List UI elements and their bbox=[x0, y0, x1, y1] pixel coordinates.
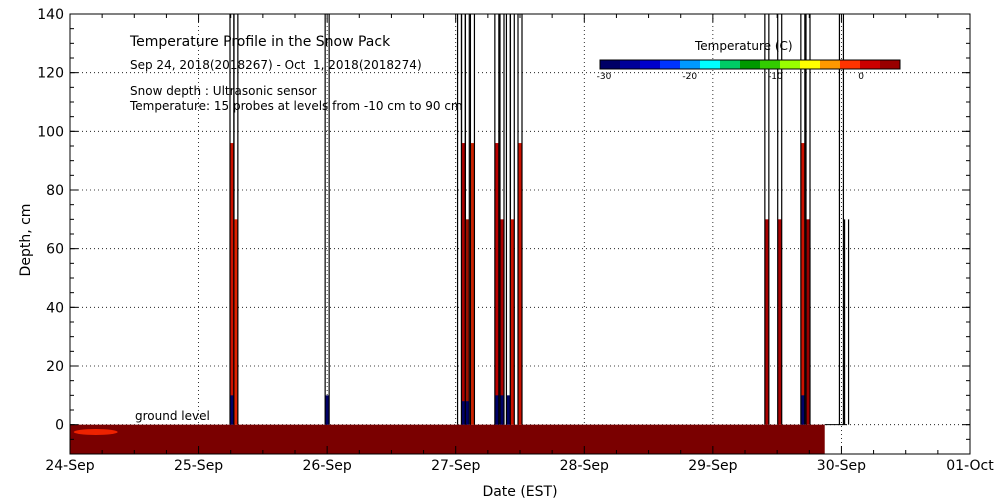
y-tick-label: 60 bbox=[46, 242, 64, 258]
spike-fill bbox=[518, 143, 522, 425]
chart-title: Temperature Profile in the Snow Pack bbox=[129, 34, 391, 50]
colorbar-swatch bbox=[640, 60, 661, 69]
x-tick-label: 01-Oct bbox=[946, 458, 994, 474]
colorbar-ticks: -30 -20 -10 0 bbox=[597, 72, 865, 82]
colorbar-swatch bbox=[720, 60, 741, 69]
colorbar-tick-label: -30 bbox=[597, 72, 612, 82]
colorbar-title: Temperature (C) bbox=[694, 39, 793, 53]
colorbar-swatch bbox=[800, 60, 821, 69]
spike-fill bbox=[510, 219, 515, 425]
colorbar-tick-label: -10 bbox=[768, 72, 783, 82]
x-axis-label: Date (EST) bbox=[482, 484, 557, 500]
spike-fill bbox=[777, 219, 782, 425]
x-tick-label: 30-Sep bbox=[817, 458, 866, 474]
spike-cold bbox=[465, 401, 470, 425]
y-tick-label: 40 bbox=[46, 300, 64, 316]
note-temperature: Temperature: 15 probes at levels from -1… bbox=[129, 99, 463, 113]
warm-patch bbox=[73, 429, 118, 435]
spike-fill bbox=[465, 219, 470, 425]
spike-fill bbox=[764, 219, 769, 425]
colorbar-swatch bbox=[700, 60, 721, 69]
spike-cold bbox=[500, 395, 504, 425]
spike-cold bbox=[506, 395, 511, 425]
x-tick-label: 28-Sep bbox=[560, 458, 609, 474]
spike-fill bbox=[800, 143, 805, 425]
spike-cold bbox=[800, 395, 805, 425]
y-tick-label: 100 bbox=[37, 124, 64, 140]
x-tick-label: 24-Sep bbox=[45, 458, 94, 474]
snow-depth-spikes bbox=[229, 14, 850, 425]
spike-fill bbox=[230, 143, 234, 425]
spike-fill bbox=[470, 143, 475, 425]
colorbar-swatch bbox=[760, 60, 781, 69]
colorbar-swatch bbox=[880, 60, 901, 69]
note-snow-depth: Snow depth : Ultrasonic sensor bbox=[130, 84, 317, 98]
spike-fill bbox=[806, 219, 810, 425]
y-tick-label: 140 bbox=[37, 7, 64, 23]
x-tick-label: 26-Sep bbox=[303, 458, 352, 474]
colorbar-swatch bbox=[660, 60, 681, 69]
spike-fill bbox=[494, 143, 499, 425]
chart-subtitle: Sep 24, 2018(2018267) - Oct 1, 2018(2018… bbox=[130, 58, 422, 72]
ground-level-label: ground level bbox=[135, 409, 210, 423]
colorbar-swatch bbox=[840, 60, 861, 69]
colorbar-swatch bbox=[600, 60, 621, 69]
colorbar-swatch bbox=[740, 60, 761, 69]
y-tick-label: 120 bbox=[37, 66, 64, 82]
colorbar-tick-label: -20 bbox=[682, 72, 697, 82]
colorbar-swatch bbox=[820, 60, 841, 69]
colorbar-swatch bbox=[680, 60, 701, 69]
colorbar-swatch bbox=[860, 60, 881, 69]
spike-cold bbox=[230, 395, 234, 425]
ground-fill-layer bbox=[70, 424, 847, 454]
y-axis-label: Depth, cm bbox=[18, 204, 34, 277]
colorbar-swatches bbox=[599, 59, 901, 70]
colorbar: Temperature (C) -30 -20 -10 0 bbox=[597, 39, 901, 82]
axes: 24-Sep 25-Sep 26-Sep 27-Sep 28-Sep 29-Sep 30-S… bbox=[37, 7, 994, 474]
y-tick-label: 80 bbox=[46, 183, 64, 199]
x-tick-label: 27-Sep bbox=[431, 458, 480, 474]
spike-fill bbox=[500, 219, 504, 425]
y-tick-label: 20 bbox=[46, 359, 64, 375]
colorbar-swatch bbox=[620, 60, 641, 69]
x-tick-label: 29-Sep bbox=[688, 458, 737, 474]
spike-fill bbox=[233, 219, 238, 425]
y-tick-label: 0 bbox=[55, 418, 64, 434]
colorbar-swatch bbox=[780, 60, 801, 69]
spike-cold bbox=[461, 401, 466, 425]
spike-cold bbox=[494, 395, 499, 425]
spike-fill bbox=[461, 143, 466, 425]
colorbar-tick-label: 0 bbox=[858, 72, 864, 82]
spike-cold bbox=[325, 395, 330, 425]
x-tick-label: 25-Sep bbox=[174, 458, 223, 474]
ground-fill bbox=[70, 424, 825, 454]
colorbar-frame bbox=[599, 59, 901, 70]
